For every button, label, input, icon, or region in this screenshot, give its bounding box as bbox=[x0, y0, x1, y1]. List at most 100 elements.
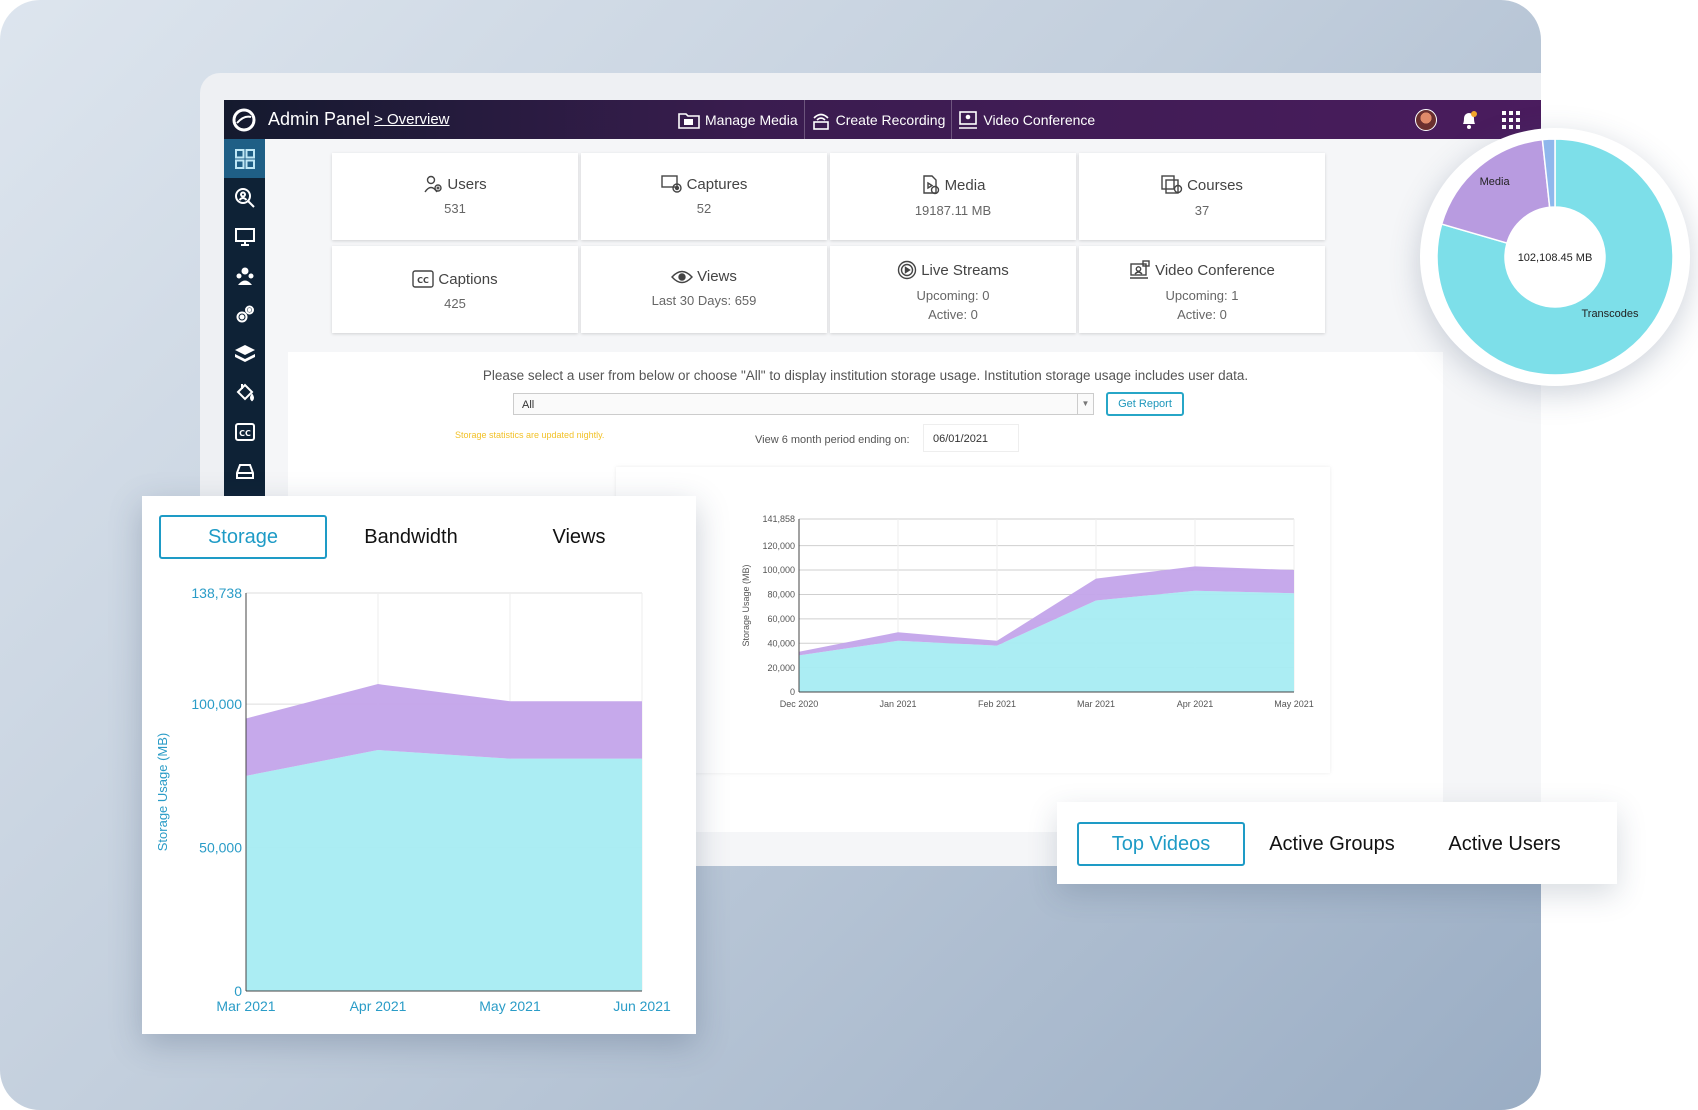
area-series-0 bbox=[246, 750, 642, 991]
tab-top-videos[interactable]: Top Videos bbox=[1077, 822, 1245, 866]
eye-icon bbox=[671, 270, 694, 283]
tab-active-groups[interactable]: Active Groups bbox=[1269, 832, 1395, 855]
stat-card-captions[interactable]: CC Captions 425 bbox=[332, 246, 578, 333]
avatar[interactable] bbox=[1415, 108, 1437, 131]
svg-text:CC: CC bbox=[418, 276, 430, 285]
stat-value: 531 bbox=[444, 201, 466, 216]
video-conference-button[interactable]: Video Conference bbox=[952, 100, 1101, 139]
nightly-note: Storage statistics are updated nightly. bbox=[455, 430, 605, 440]
stat-card-captures[interactable]: Captures 52 bbox=[581, 153, 827, 240]
apps-grid-icon[interactable] bbox=[1501, 110, 1521, 130]
svg-text:CC: CC bbox=[239, 429, 251, 438]
stat-label: Media bbox=[944, 176, 986, 194]
y-tick-label: 0 bbox=[790, 687, 795, 697]
sidebar-item-captions[interactable]: CC bbox=[224, 412, 265, 451]
create-recording-button[interactable]: Create Recording bbox=[805, 100, 953, 139]
logo-icon[interactable] bbox=[224, 100, 264, 139]
stat-value: 37 bbox=[1194, 203, 1210, 218]
courses-icon bbox=[1161, 175, 1183, 194]
stat-card-views[interactable]: Views Last 30 Days: 659 bbox=[581, 246, 827, 333]
stat-value: Upcoming: 0 bbox=[916, 288, 990, 303]
stat-card-courses[interactable]: Courses 37 bbox=[1079, 153, 1325, 240]
sidebar-item-dashboard[interactable] bbox=[224, 139, 265, 178]
y-tick-label: 40,000 bbox=[767, 638, 795, 648]
y-tick-label: 80,000 bbox=[767, 590, 795, 600]
stat-card-users[interactable]: Users 531 bbox=[332, 153, 578, 240]
get-report-button[interactable]: Get Report bbox=[1106, 392, 1184, 416]
monitor-icon bbox=[234, 227, 255, 246]
area-series-1 bbox=[246, 684, 642, 776]
app-title[interactable]: Admin Panel bbox=[268, 109, 371, 129]
stat-card-video-conference[interactable]: Video Conference Upcoming: 1 Active: 0 bbox=[1079, 246, 1325, 333]
bell-icon[interactable] bbox=[1459, 110, 1479, 130]
user-icon bbox=[424, 175, 443, 193]
breadcrumb[interactable]: > Overview bbox=[374, 111, 450, 128]
sidebar-item-theme[interactable] bbox=[224, 373, 265, 412]
video-conference-label: Video Conference bbox=[983, 111, 1096, 128]
sidebar-item-settings[interactable] bbox=[224, 295, 265, 334]
period-label: View 6 month period ending on: bbox=[755, 434, 910, 446]
y-tick-label: 60,000 bbox=[767, 614, 795, 624]
user-select[interactable]: All ▼ bbox=[513, 393, 1094, 415]
paint-bucket-icon bbox=[236, 383, 254, 401]
cc-icon: CC bbox=[234, 422, 255, 441]
stat-card-live-streams[interactable]: Live Streams Upcoming: 0 Active: 0 bbox=[830, 246, 1076, 333]
chevron-down-icon[interactable]: ▼ bbox=[1077, 394, 1093, 414]
x-tick-label: Jan 2021 bbox=[879, 699, 916, 709]
y-tick-label: 20,000 bbox=[767, 663, 795, 673]
top-right bbox=[1415, 100, 1521, 139]
y-axis-label: Storage Usage (MB) bbox=[155, 733, 170, 852]
group-icon bbox=[236, 267, 253, 285]
tab-views[interactable]: Views bbox=[552, 525, 606, 548]
stat-value: 52 bbox=[696, 201, 712, 216]
x-tick-label: Mar 2021 bbox=[216, 998, 275, 1014]
tab-active-users[interactable]: Active Users bbox=[1448, 832, 1561, 855]
y-tick-label: 138,738 bbox=[191, 585, 242, 601]
donut-slice-0 bbox=[1436, 138, 1674, 376]
donut-center-label: 102,108.45 MB bbox=[1518, 252, 1593, 264]
settings-cogs-icon bbox=[236, 305, 254, 322]
x-tick-label: Feb 2021 bbox=[978, 699, 1016, 709]
stat-label: Captures bbox=[686, 175, 748, 193]
stat-value: 19187.11 MB bbox=[914, 203, 992, 218]
search-user-icon bbox=[234, 187, 255, 208]
tab-bandwidth[interactable]: Bandwidth bbox=[364, 525, 458, 548]
stat-value: 425 bbox=[444, 296, 466, 311]
cc-icon: CC bbox=[412, 270, 435, 288]
background-chart-panel: 0 20,000 40,000 60,000 80,000 100,000 120,000 1… bbox=[616, 467, 1330, 773]
stat-value-secondary: Active: 0 bbox=[1177, 307, 1227, 322]
tab-storage[interactable]: Storage bbox=[159, 515, 327, 559]
manage-media-button[interactable]: Manage Media bbox=[672, 100, 805, 139]
live-stream-icon bbox=[898, 260, 917, 280]
storage-drive-icon bbox=[235, 463, 254, 479]
y-tick-label: 141,858 bbox=[762, 514, 795, 524]
y-tick-label: 100,000 bbox=[191, 696, 242, 712]
sidebar-item-search-users[interactable] bbox=[224, 178, 265, 217]
sidebar-item-storage[interactable] bbox=[224, 451, 265, 490]
conference-icon bbox=[1130, 260, 1150, 279]
area-series-0 bbox=[799, 590, 1294, 692]
stat-value-secondary: Active: 0 bbox=[928, 307, 978, 322]
x-tick-label: Jun 2021 bbox=[613, 998, 671, 1014]
stat-card-media[interactable]: Media 19187.11 MB bbox=[830, 153, 1076, 240]
stat-label: Video Conference bbox=[1155, 261, 1275, 279]
broadcast-icon bbox=[812, 113, 829, 130]
stat-label: Views bbox=[697, 268, 737, 285]
sidebar-item-groups[interactable] bbox=[224, 256, 265, 295]
period-date-input[interactable]: 06/01/2021 bbox=[923, 424, 1019, 452]
stat-label: Captions bbox=[438, 270, 498, 288]
x-tick-label: Mar 2021 bbox=[1077, 699, 1115, 709]
donut-slice-2 bbox=[1541, 138, 1556, 209]
area-series-1 bbox=[799, 566, 1294, 656]
y-tick-label: 100,000 bbox=[762, 565, 795, 575]
media-file-icon bbox=[922, 175, 939, 195]
donut-slice-1 bbox=[1440, 138, 1551, 244]
folder-icon bbox=[678, 112, 700, 129]
sidebar-item-layers[interactable] bbox=[224, 334, 265, 373]
sidebar-item-monitor[interactable] bbox=[224, 217, 265, 256]
create-recording-label: Create Recording bbox=[835, 111, 946, 128]
stat-label: Live Streams bbox=[921, 261, 1009, 279]
x-tick-label: Apr 2021 bbox=[1177, 699, 1214, 709]
x-tick-label: Apr 2021 bbox=[350, 998, 407, 1014]
storage-area-chart-zoom: 0 50,000 100,000 138,738 Mar 2021 Apr 2021 May… bbox=[155, 585, 671, 1014]
